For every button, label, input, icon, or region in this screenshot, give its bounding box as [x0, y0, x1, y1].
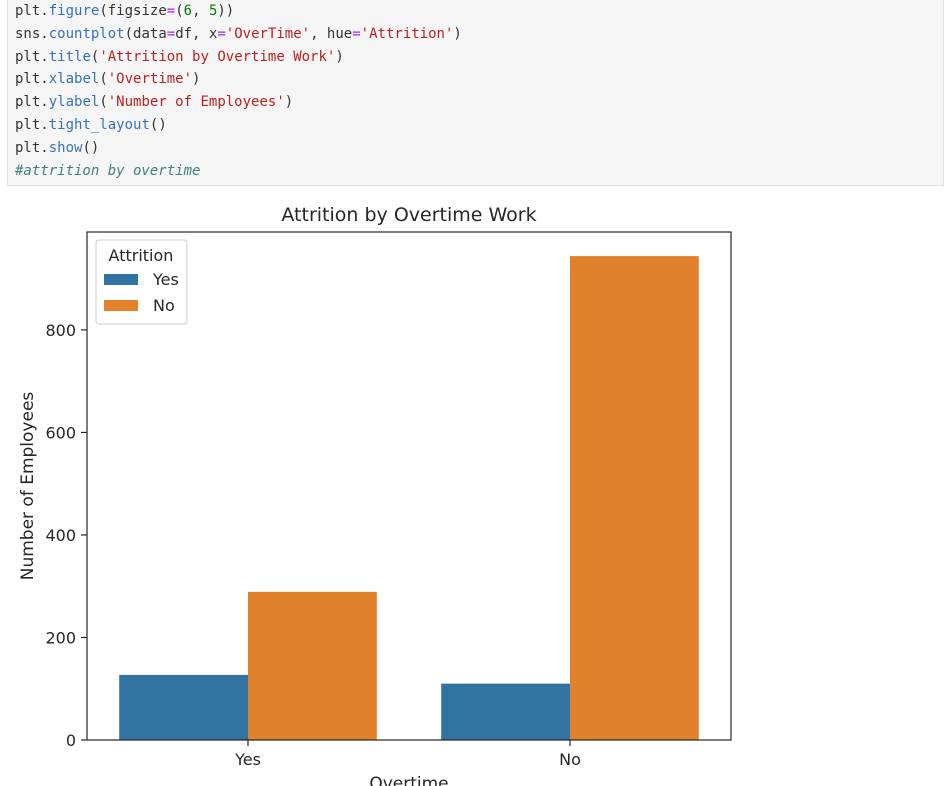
code-token: .: [40, 25, 49, 42]
y-tick-label: 800: [45, 321, 76, 340]
code-token: (: [175, 3, 184, 19]
plot-frame: [86, 231, 732, 741]
x-tick-label: Yes: [234, 750, 261, 769]
code-token: ): [192, 71, 201, 88]
code-line: plt.title('Attrition by Overtime Work'): [15, 46, 943, 69]
legend-title: Attrition: [109, 246, 174, 265]
y-tick-label: 400: [45, 526, 76, 545]
code-token: =: [352, 25, 361, 42]
code-line: plt.ylabel('Number of Employees'): [15, 91, 943, 114]
code-token: ): [335, 48, 344, 65]
y-tick-label: 0: [66, 731, 76, 750]
code-token: (: [90, 48, 100, 65]
code-token: =: [166, 25, 176, 42]
code-token: sns: [15, 25, 41, 42]
code-token: .: [40, 94, 49, 111]
bar-chart: Attrition by Overtime Work 0 200 400 600 800…: [18, 204, 732, 786]
code-token: .: [40, 71, 49, 88]
code-token: title: [48, 48, 91, 65]
y-tick-label: 200: [45, 628, 76, 647]
bar-yes-no: [248, 591, 377, 740]
legend-swatch-no: [104, 300, 138, 311]
code-token: data: [133, 25, 167, 42]
code-token: )): [217, 3, 235, 19]
code-token: countplot: [48, 25, 125, 42]
code-token: .: [40, 3, 49, 19]
code-token: plt: [15, 116, 41, 133]
code-token: 6: [183, 3, 193, 19]
code-token: plt: [15, 139, 41, 156]
bar-no-yes: [441, 683, 570, 740]
bars: [119, 256, 699, 740]
cell-output: Attrition by Overtime Work 0 200 400 600 800…: [0, 186, 944, 786]
code-token: plt: [15, 71, 41, 88]
code-token: ): [453, 25, 462, 42]
bar-yes-yes: [119, 674, 248, 740]
code-token: ,: [192, 3, 209, 19]
code-token: 'Overtime': [107, 71, 193, 88]
code-token: df, x: [175, 25, 218, 42]
code-token: .: [40, 139, 49, 156]
x-axis-label: Overtime: [369, 774, 448, 786]
y-axis-label: Number of Employees: [18, 392, 38, 581]
legend-swatch-yes: [104, 274, 138, 285]
code-token: (: [124, 25, 134, 42]
code-line: sns.countplot(data=df, x='OverTime', hue…: [15, 23, 943, 46]
code-token: figsize: [107, 3, 167, 19]
x-tick-label: No: [559, 750, 581, 769]
code-token: #attrition by overtime: [15, 162, 201, 179]
code-token: 'Attrition': [360, 25, 454, 42]
y-tick-label: 600: [45, 423, 76, 442]
code-token: .: [40, 48, 49, 65]
code-editor[interactable]: plt.figure(figsize=(6, 5)) sns.countplot(…: [8, 0, 943, 182]
code-token: plt: [15, 3, 41, 19]
code-token: , hue: [310, 25, 353, 42]
legend-label-no: No: [153, 296, 175, 315]
code-line: plt.figure(figsize=(6, 5)): [15, 0, 943, 23]
code-token: plt: [15, 94, 41, 111]
code-line: plt.show(): [15, 137, 943, 160]
code-line: plt.tight_layout(): [15, 114, 943, 137]
code-token: (): [82, 139, 100, 156]
code-token: =: [166, 3, 176, 19]
code-token: .: [40, 116, 49, 133]
code-token: (: [99, 94, 108, 111]
code-cell[interactable]: plt.figure(figsize=(6, 5)) sns.countplot(…: [7, 0, 944, 186]
code-token: plt: [15, 48, 41, 65]
code-token: xlabel: [48, 71, 100, 88]
code-token: =: [217, 25, 226, 42]
code-token: 5: [208, 3, 218, 19]
legend: Attrition Yes No: [95, 239, 188, 325]
code-token: 'Attrition by Overtime Work': [99, 48, 336, 65]
code-token: show: [48, 139, 83, 156]
code-token: (): [149, 116, 167, 133]
code-token: tight_layout: [48, 116, 150, 133]
chart-title: Attrition by Overtime Work: [281, 204, 536, 226]
code-line: plt.xlabel('Overtime'): [15, 68, 943, 91]
code-token: (: [99, 3, 108, 19]
code-line: #attrition by overtime: [15, 160, 943, 183]
code-token: figure: [48, 3, 100, 19]
x-axis: Yes No: [234, 740, 581, 769]
code-token: (: [99, 71, 108, 88]
code-token: 'OverTime': [225, 25, 311, 42]
bar-no-no: [570, 256, 699, 740]
legend-label-yes: Yes: [152, 270, 179, 289]
code-token: ): [284, 94, 294, 111]
code-token: 'Number of Employees': [107, 94, 285, 111]
code-token: ylabel: [48, 94, 100, 111]
y-axis: 0 200 400 600 800: [45, 321, 87, 750]
